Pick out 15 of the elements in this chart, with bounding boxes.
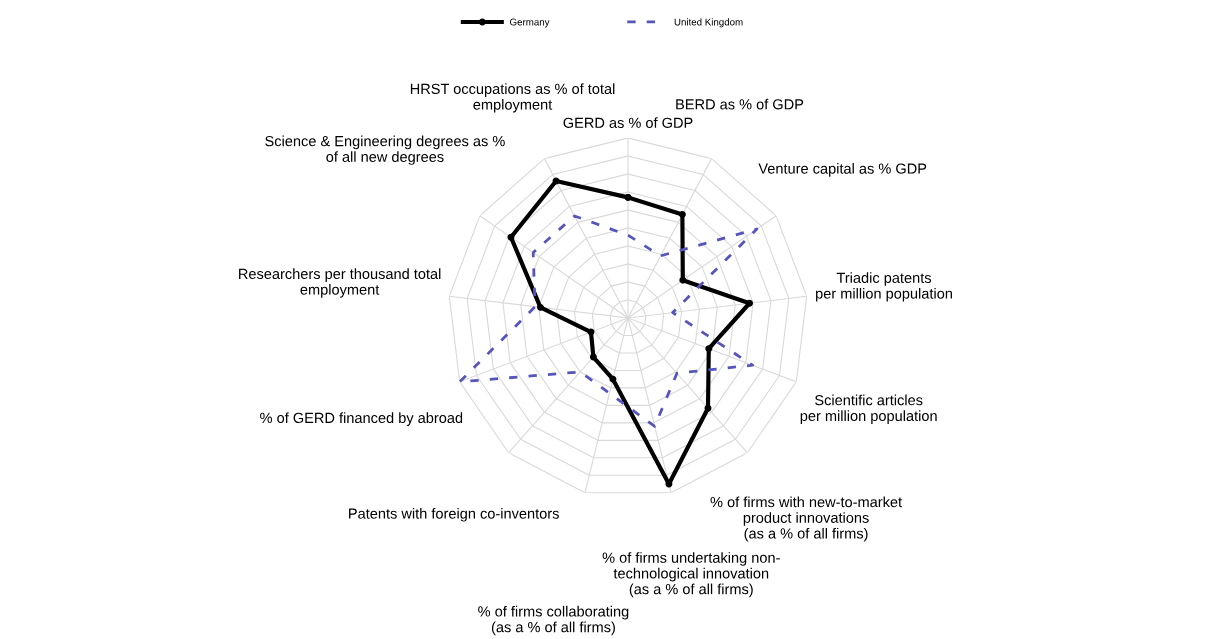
spoke-label: % of firms undertaking non- technological innovation (as a % of all firms) — [602, 552, 780, 598]
spoke-label: Patents with foreign co-inventors — [349, 508, 559, 522]
spoke-label: Scientific articles per million population — [800, 394, 937, 424]
spoke-label: BERD as % of GDP — [676, 98, 804, 110]
spoke-label: Triadic patents per million population — [816, 272, 952, 302]
legend-label: United Kingdom — [674, 18, 743, 28]
spoke-label: % of GERD financed by abroad — [260, 412, 463, 426]
spoke-label: Science & Engineering degrees as % of all new degrees — [265, 135, 505, 165]
spoke-label: Venture capital as % GDP — [758, 163, 927, 177]
spoke-label: % of firms with new-to-market product innovations (as a % of all firms) — [710, 496, 902, 542]
spoke-label: Researchers per thousand total employment — [239, 268, 441, 298]
spoke-label: % of firms collaborating (as a % of all firms) — [478, 605, 629, 636]
spoke-label: GERD as % of GDP — [563, 117, 693, 128]
spoke-label: HRST occupations as % of total employment — [410, 83, 615, 113]
legend-label: Germany — [510, 18, 550, 28]
